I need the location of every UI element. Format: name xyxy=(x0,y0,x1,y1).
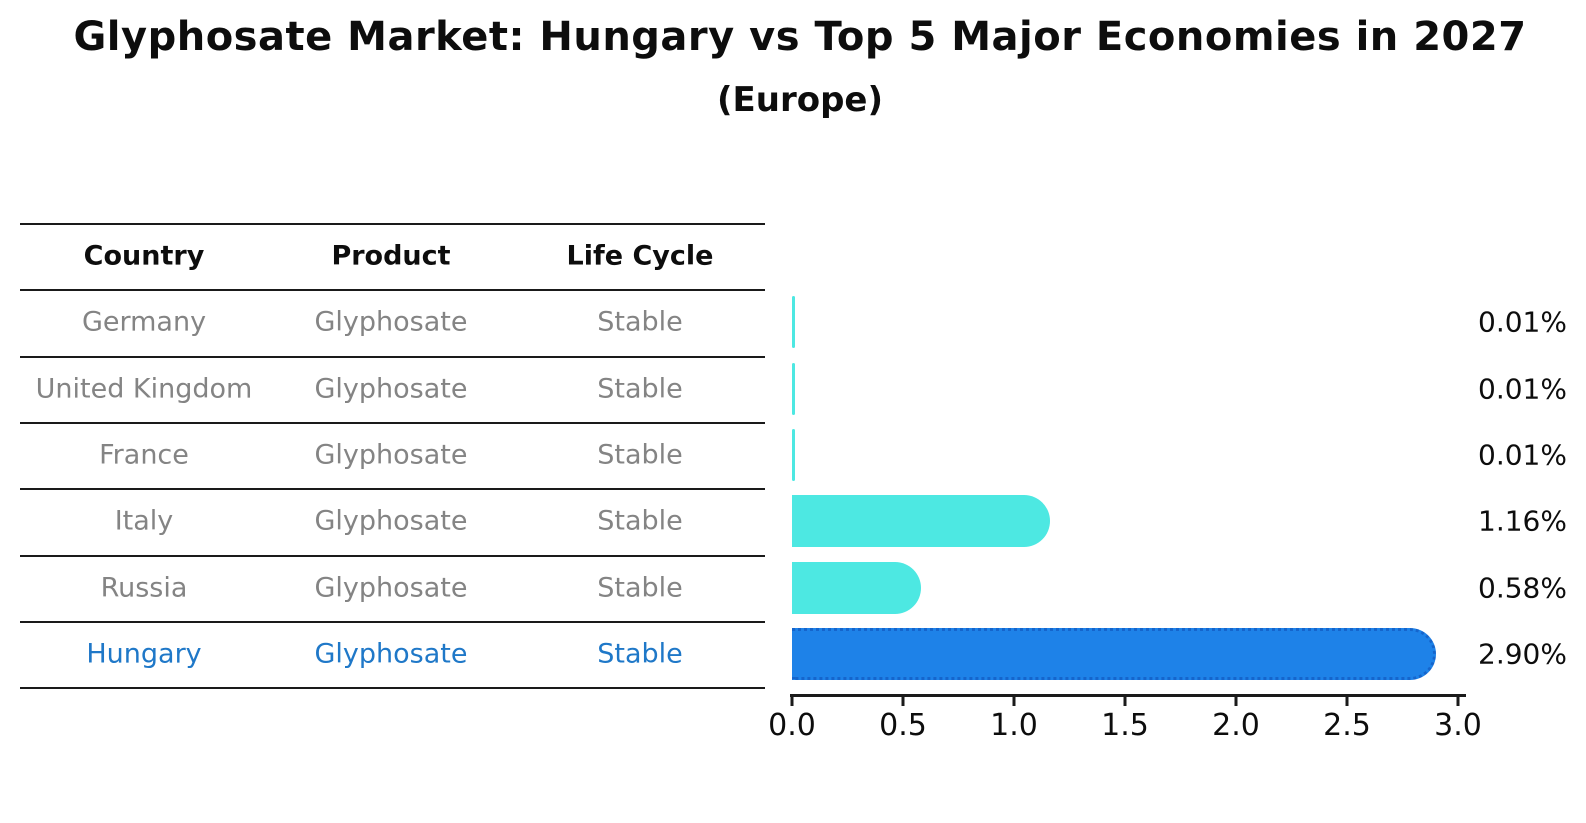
product-cell: Glyphosate xyxy=(314,505,468,537)
product-cell: Glyphosate xyxy=(314,306,468,338)
table-rule xyxy=(20,554,765,557)
bar-value-label: 0.01% xyxy=(1478,438,1567,472)
bar xyxy=(792,362,795,415)
x-axis-tick xyxy=(790,697,794,706)
x-axis-tick-label: 2.5 xyxy=(1323,708,1371,743)
table-rule xyxy=(20,223,765,225)
product-cell: Glyphosate xyxy=(314,373,468,405)
bar-value-label: 2.90% xyxy=(1478,637,1567,671)
table-rule xyxy=(20,355,765,358)
bar-value-label: 0.01% xyxy=(1478,305,1567,339)
table-rule xyxy=(20,289,765,292)
column-header-country: Country xyxy=(83,240,205,272)
country-cell: Germany xyxy=(81,306,207,338)
x-axis-line xyxy=(790,694,1466,697)
bar xyxy=(792,495,1050,548)
column-header-lifecycle: Life Cycle xyxy=(566,240,714,272)
bar xyxy=(792,627,1436,680)
x-axis-tick-label: 0.0 xyxy=(768,708,816,743)
x-axis-tick xyxy=(901,697,905,706)
x-axis-tick-label: 1.0 xyxy=(990,708,1038,743)
table-row: Hungary Glyphosate Stable 2.90% xyxy=(0,621,1586,687)
x-axis-tick-label: 1.5 xyxy=(1101,708,1149,743)
chart-title: Glyphosate Market: Hungary vs Top 5 Majo… xyxy=(73,14,1527,60)
product-cell: Glyphosate xyxy=(314,439,468,471)
table-row: Germany Glyphosate Stable 0.01% xyxy=(0,289,1586,355)
product-cell: Glyphosate xyxy=(314,638,468,670)
lifecycle-cell: Stable xyxy=(597,505,683,537)
x-axis-tick-label: 3.0 xyxy=(1434,708,1482,743)
chart-subtitle: (Europe) xyxy=(716,80,884,120)
table-rule xyxy=(20,687,765,690)
table-rule xyxy=(20,421,765,424)
country-cell: Russia xyxy=(100,572,188,604)
table-row: France Glyphosate Stable 0.01% xyxy=(0,422,1586,488)
bar-value-label: 0.58% xyxy=(1478,571,1567,605)
country-cell: Italy xyxy=(114,505,174,537)
country-cell: United Kingdom xyxy=(35,373,253,405)
x-axis-tick xyxy=(1012,697,1016,706)
product-cell: Glyphosate xyxy=(314,572,468,604)
x-axis-tick-label: 2.0 xyxy=(1212,708,1260,743)
table-row: Russia Glyphosate Stable 0.58% xyxy=(0,555,1586,621)
bar-value-label: 1.16% xyxy=(1478,504,1567,538)
bar-value-label: 0.01% xyxy=(1478,372,1567,406)
table-row: Italy Glyphosate Stable 1.16% xyxy=(0,488,1586,554)
lifecycle-cell: Stable xyxy=(597,306,683,338)
bar xyxy=(792,561,921,614)
column-header-product: Product xyxy=(331,240,451,272)
x-axis-tick-label: 0.5 xyxy=(879,708,927,743)
x-axis-tick xyxy=(1234,697,1238,706)
country-cell: France xyxy=(99,439,189,471)
x-axis-tick xyxy=(1456,697,1460,706)
lifecycle-cell: Stable xyxy=(597,373,683,405)
table-rule xyxy=(20,620,765,623)
x-axis-tick xyxy=(1345,697,1349,706)
table-row: United Kingdom Glyphosate Stable 0.01% xyxy=(0,356,1586,422)
bar xyxy=(792,429,795,482)
lifecycle-cell: Stable xyxy=(597,638,683,670)
bar xyxy=(792,296,795,349)
table-rule xyxy=(20,488,765,491)
lifecycle-cell: Stable xyxy=(597,439,683,471)
x-axis-tick xyxy=(1123,697,1127,706)
country-cell: Hungary xyxy=(86,638,202,670)
lifecycle-cell: Stable xyxy=(597,572,683,604)
